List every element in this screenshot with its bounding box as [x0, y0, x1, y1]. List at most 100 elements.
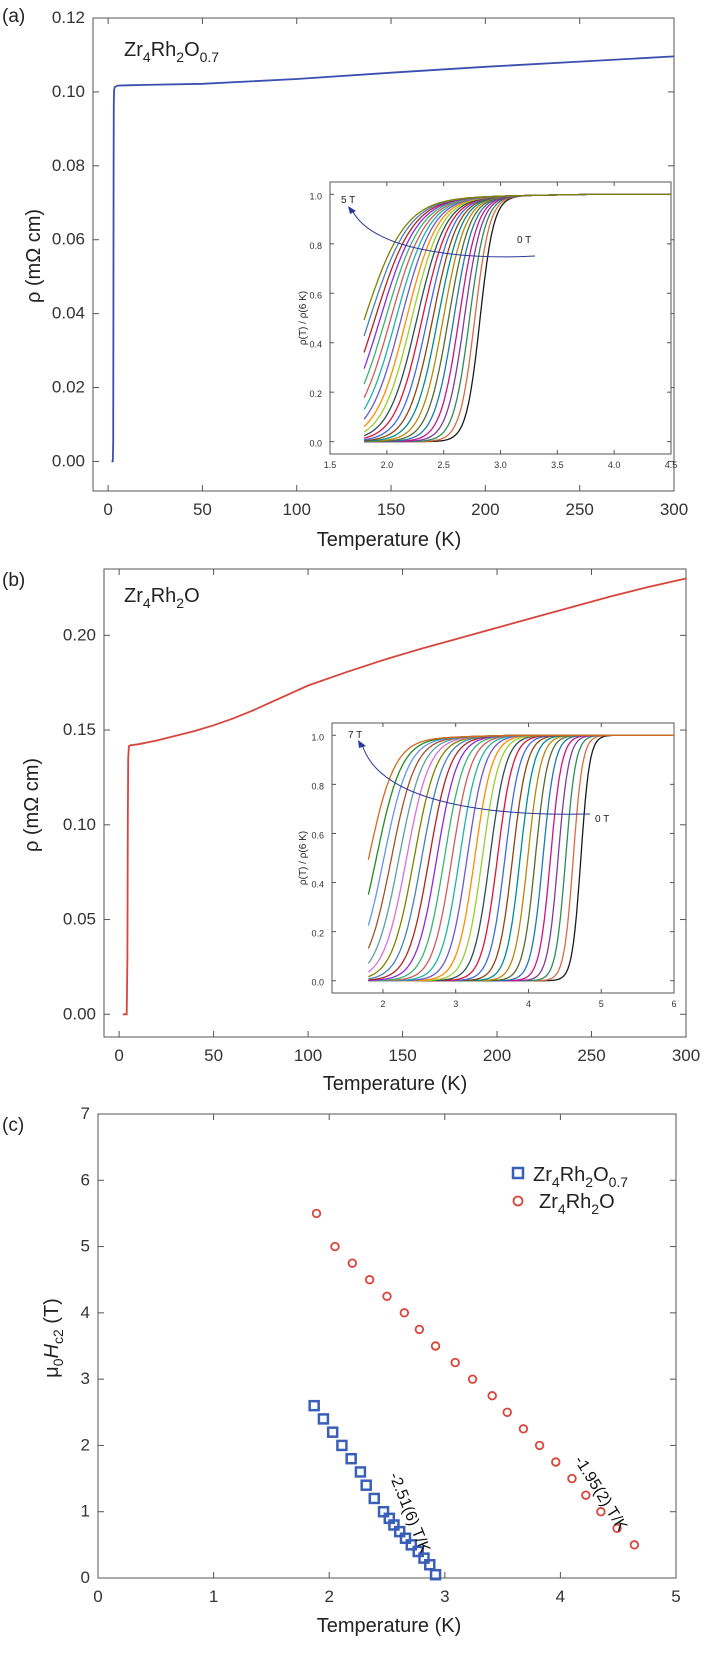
y-tick-label: 0.00 [63, 1004, 96, 1023]
y-tick-label: 0.10 [52, 82, 85, 101]
legend-entry-1: Zr4Rh2O0.7 [533, 1164, 628, 1190]
x-tick-label: 250 [577, 1046, 605, 1065]
panel-a-x-axis-title: Temperature (K) [317, 529, 462, 551]
y-tick-label: 7 [81, 1104, 90, 1123]
y-tick-label: 0.05 [63, 910, 96, 929]
y-tick-label: 5 [81, 1237, 90, 1256]
data-point-circle [629, 1540, 640, 1550]
panel-b-inset-high-field-label: 7 T [348, 730, 362, 741]
x-tick-label: 300 [660, 500, 688, 519]
y-tick-label: 0.6 [311, 830, 324, 840]
y-tick-label: 4 [81, 1303, 90, 1322]
x-tick-label: 4.5 [665, 460, 678, 470]
x-tick-label: 0 [114, 1046, 123, 1065]
panel-b-inset-frame [331, 722, 675, 994]
y-tick-label: 0.04 [52, 304, 85, 323]
panel-b-inset-x-ticks: 2 3 4 5 6 [380, 723, 677, 1009]
data-point-circle [414, 1324, 425, 1335]
y-tick-label: 0.15 [63, 720, 96, 739]
panel-b-sample-label: Zr4Rh2O [124, 585, 200, 611]
panel-c-frame [97, 1113, 677, 1579]
panel-b-y-ticks: 0.00 0.05 0.10 0.15 0.20 [63, 625, 686, 1023]
y-tick-label: 0.4 [309, 340, 322, 350]
panel-a: (a) 0.00 0.02 0.04 0.06 0.08 0.10 0.12 0 50 100 1… [2, 6, 688, 551]
x-tick-label: 5 [599, 999, 604, 1009]
panel-a-y-axis-title: ρ (mΩ cm) [23, 209, 45, 303]
x-tick-label: 2.0 [381, 460, 394, 470]
panel-a-x-ticks: 0 50 100 150 200 250 300 [103, 18, 688, 519]
y-tick-label: 0.6 [309, 290, 322, 300]
x-tick-label: 0 [103, 500, 112, 519]
data-point-square [308, 1399, 320, 1412]
slope-annotation-red: -1.95(2) T/K [571, 1453, 631, 1534]
data-point-circle [487, 1391, 497, 1401]
x-tick-label: 5 [671, 1587, 680, 1606]
panel-c-x-axis-title: Temperature (K) [317, 1615, 462, 1637]
series-line-zr4rh2o [122, 577, 687, 1016]
data-point-square [377, 1505, 390, 1518]
data-point-circle [518, 1424, 529, 1434]
data-point-circle [399, 1308, 410, 1318]
legend-entry-2: Zr4Rh2O [539, 1191, 615, 1217]
panel-b-inset: 0.0 0.2 0.4 0.6 0.8 1.0 2 3 4 5 6 ρ(T) / ρ(6 K) 7… [298, 722, 677, 1009]
panel-a-sample-label: Zr4Rh2O0.7 [124, 39, 219, 65]
x-tick-label: 3.5 [551, 460, 564, 470]
data-point-square [412, 1545, 424, 1558]
legend-marker-circle [512, 1195, 524, 1207]
x-tick-label: 1.5 [324, 460, 337, 470]
y-tick-label: 0.20 [63, 625, 96, 644]
y-tick-label: 0.10 [63, 815, 96, 834]
panel-b-frame [103, 568, 687, 1038]
panel-c-y-ticks: 0 1 2 3 4 5 6 7 [81, 1104, 676, 1587]
inset-curve [367, 734, 674, 860]
y-tick-label: 0.4 [311, 880, 324, 890]
y-tick-label: 1 [81, 1502, 90, 1521]
panel-c-y-axis-title: μ0Hc2 (T) [41, 1298, 66, 1378]
data-point-circle [612, 1523, 622, 1533]
x-tick-label: 150 [377, 500, 405, 519]
panel-a-label: (a) [2, 6, 25, 27]
panel-c-label: (c) [2, 1115, 24, 1136]
data-point-square [317, 1413, 330, 1425]
x-tick-label: 2.5 [437, 460, 450, 470]
data-point-circle [364, 1275, 375, 1285]
panel-a-inset-field-arrow [351, 209, 536, 258]
data-point-circle [311, 1208, 322, 1219]
y-tick-label: 1.0 [309, 191, 322, 201]
x-tick-label: 100 [294, 1046, 322, 1065]
x-tick-label: 2 [380, 999, 385, 1009]
x-tick-label: 4 [526, 999, 531, 1009]
data-point-circle [502, 1407, 512, 1417]
panel-b-inset-curves [367, 734, 674, 982]
data-point-circle [330, 1241, 340, 1252]
y-tick-label: 0.2 [309, 389, 322, 399]
panel-b-y-axis-title: ρ (mΩ cm) [21, 758, 43, 852]
x-tick-label: 200 [483, 1046, 511, 1065]
data-point-square [360, 1479, 372, 1491]
x-tick-label: 3 [453, 999, 458, 1009]
data-point-square [388, 1519, 400, 1531]
data-point-square [418, 1552, 430, 1564]
panel-b: (b) 0.000.050.100.150.20 0 50 100 150 200 250… [2, 568, 700, 1095]
data-point-square [405, 1539, 418, 1551]
data-point-circle [581, 1490, 591, 1500]
panel-b-inset-low-field-label: 0 T [595, 814, 609, 825]
y-tick-label: 2 [81, 1435, 90, 1454]
y-tick-label: 1.0 [311, 732, 324, 742]
x-tick-label: 3.0 [494, 460, 507, 470]
x-tick-label: 50 [204, 1046, 223, 1065]
data-point-circle [347, 1258, 358, 1268]
y-tick-label: 0.12 [52, 8, 85, 27]
data-point-square [345, 1452, 357, 1465]
data-point-square [354, 1466, 367, 1478]
data-point-circle [596, 1507, 606, 1517]
x-tick-label: 50 [193, 500, 212, 519]
panel-b-x-ticks: 0 50 100 150 200 250 300 [114, 569, 700, 1065]
panel-a-y-ticks: 0.00 0.02 0.04 0.06 0.08 0.10 0.12 [52, 8, 674, 470]
y-tick-label: 0.08 [52, 156, 85, 175]
y-tick-label: 0 [81, 1568, 90, 1587]
y-tick-label: 3 [81, 1369, 90, 1388]
data-point-circle [430, 1341, 441, 1351]
data-point-circle [382, 1291, 392, 1301]
